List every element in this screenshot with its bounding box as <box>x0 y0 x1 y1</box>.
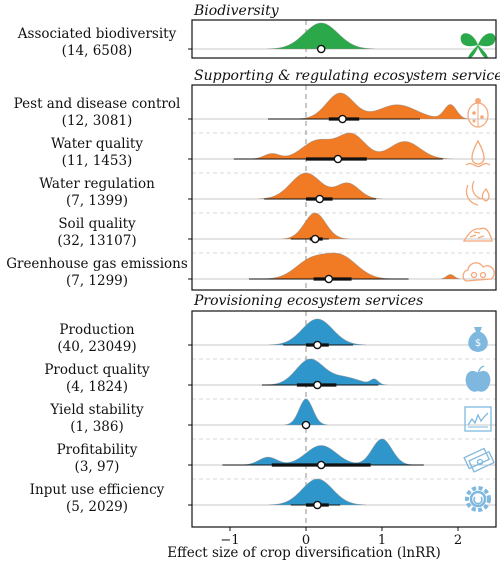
panel-frame <box>191 310 497 528</box>
row-label: Input use efficiency <box>30 482 165 498</box>
money-bag-icon: $ <box>468 327 488 352</box>
row-sample-size: (12, 3081) <box>62 113 133 129</box>
density-ridge <box>192 252 496 280</box>
row-label: Pest and disease control <box>14 96 181 112</box>
water-drop-icon <box>465 139 491 168</box>
density-ridge <box>192 22 496 50</box>
row-sample-size: (5, 2029) <box>66 499 128 515</box>
density-ridge <box>192 132 496 160</box>
row-label: Yield stability <box>49 402 144 418</box>
x-tick-label: −1 <box>220 533 239 548</box>
row-label: Water regulation <box>39 176 155 192</box>
x-tick-label: 0 <box>302 533 310 548</box>
x-tick-label: 1 <box>378 533 386 548</box>
row-label: Greenhouse gas emissions <box>6 256 188 272</box>
row-yield-stability: Yield stability(1, 386) <box>49 398 496 435</box>
row-sample-size: (32, 13107) <box>57 233 136 249</box>
mean-point <box>313 500 322 510</box>
mean-point <box>313 380 322 390</box>
row-greenhouse-gas-emissions: Greenhouse gas emissions(7, 1299) <box>6 252 496 289</box>
row-input-use-efficiency: Input use efficiency(5, 2029) <box>30 478 496 515</box>
mean-point <box>338 114 347 124</box>
row-pest-and-disease-control: Pest and disease control(12, 3081) <box>14 92 496 129</box>
row-label: Water quality <box>51 136 143 152</box>
row-sample-size: (40, 23049) <box>57 339 136 355</box>
panels-group: Biodiversity Associated biodiversity(14, … <box>6 3 500 528</box>
mean-point <box>315 194 324 204</box>
panel-frame <box>191 84 497 291</box>
row-product-quality: Product quality(4, 1824) <box>44 358 496 395</box>
density-ridge <box>192 212 496 240</box>
row-sample-size: (7, 1299) <box>66 273 128 289</box>
row-associated-biodiversity: Associated biodiversity(14, 6508) <box>17 22 496 59</box>
mean-point <box>316 44 326 54</box>
row-label: Production <box>59 322 134 338</box>
density-ridge <box>192 318 496 346</box>
row-sample-size: (11, 1453) <box>62 153 133 169</box>
line-chart-icon <box>464 406 492 432</box>
panel-frame <box>191 19 497 59</box>
density-ridge <box>192 358 496 386</box>
panel-title: Provisioning ecosystem services <box>193 293 423 309</box>
row-label: Profitability <box>57 442 138 458</box>
cloud-icon <box>462 262 495 282</box>
row-soil-quality: Soil quality(32, 13107) <box>57 212 496 249</box>
row-label: Product quality <box>44 362 150 378</box>
row-sample-size: (7, 1399) <box>66 193 128 209</box>
svg-text:$: $ <box>475 338 481 349</box>
density-ridge <box>192 172 496 200</box>
row-label: Soil quality <box>58 216 136 232</box>
row-sample-size: (4, 1824) <box>66 379 128 395</box>
butterfly-icon <box>460 33 496 59</box>
row-profitability: Profitability(3, 97) <box>57 438 496 475</box>
x-axis-title: Effect size of crop diversification (lnR… <box>167 545 440 561</box>
panel-biodiversity: Biodiversity Associated biodiversity(14, … <box>17 3 497 59</box>
row-sample-size: (3, 97) <box>75 459 120 475</box>
panel-supporting-regulating-ecosystem-services: Supporting & regulating ecosystem servic… <box>6 68 500 291</box>
apple-icon <box>465 365 491 392</box>
ladybug-icon <box>467 98 489 128</box>
row-water-quality: Water quality(11, 1453) <box>51 132 496 169</box>
density-ridge <box>192 398 496 426</box>
mean-point <box>313 340 322 350</box>
row-sample-size: (1, 386) <box>70 419 123 435</box>
panel-title: Biodiversity <box>193 3 280 19</box>
x-axis: −1 0 1 2 <box>220 527 462 548</box>
cash-icon <box>463 447 495 473</box>
mean-point <box>310 234 320 244</box>
soil-icon <box>462 227 493 242</box>
density-ridge <box>192 478 496 506</box>
gear-icon <box>465 486 491 512</box>
density-ridge <box>192 438 496 466</box>
panel-title: Supporting & regulating ecosystem servic… <box>194 68 500 84</box>
panel-provisioning-ecosystem-services: Provisioning ecosystem services Productio… <box>30 293 497 528</box>
mean-point <box>316 460 326 470</box>
row-production: Production(40, 23049) $ <box>57 318 496 355</box>
row-sample-size: (14, 6508) <box>62 43 133 59</box>
mean-point <box>301 420 311 430</box>
row-label: Associated biodiversity <box>17 26 177 42</box>
water-cycle-icon <box>465 180 490 206</box>
density-ridge <box>192 92 496 120</box>
row-water-regulation: Water regulation(7, 1399) <box>39 172 496 209</box>
mean-point <box>333 154 343 164</box>
x-tick-label: 2 <box>454 533 462 548</box>
mean-point <box>324 274 334 284</box>
